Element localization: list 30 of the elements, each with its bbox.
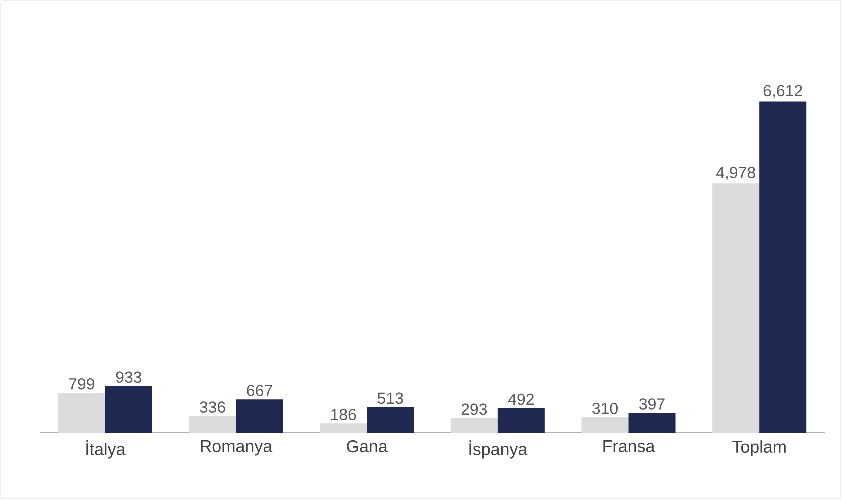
bar xyxy=(367,407,414,433)
bar xyxy=(498,408,545,433)
bar xyxy=(320,424,368,433)
bar xyxy=(105,386,152,433)
bar xyxy=(628,413,676,433)
bar xyxy=(582,417,629,433)
x-tick-label: İtalya xyxy=(86,440,126,459)
bar xyxy=(760,102,807,433)
x-tick-label: Romanya xyxy=(201,440,273,456)
data-label: 492 xyxy=(508,394,534,406)
x-tick-label: İspanya xyxy=(470,440,528,459)
data-label: 4,978 xyxy=(716,167,756,180)
data-label: 513 xyxy=(378,392,404,404)
bar xyxy=(712,184,760,433)
data-label: 799 xyxy=(69,378,94,390)
data-label: 310 xyxy=(592,402,618,414)
x-tick-label: Gana xyxy=(347,440,388,453)
data-label: 186 xyxy=(331,409,356,420)
data-label: 6,612 xyxy=(764,85,802,98)
data-label: 293 xyxy=(462,404,488,416)
data-label: 336 xyxy=(200,402,226,413)
bar xyxy=(58,392,106,433)
x-tick-label: Fransa xyxy=(604,440,656,452)
x-tick-label: Toplam xyxy=(732,440,786,456)
data-label: 667 xyxy=(247,385,272,396)
bar xyxy=(189,416,236,433)
bar xyxy=(450,418,498,433)
data-label: 933 xyxy=(116,372,142,384)
bar xyxy=(236,400,284,433)
data-label: 397 xyxy=(640,398,665,410)
